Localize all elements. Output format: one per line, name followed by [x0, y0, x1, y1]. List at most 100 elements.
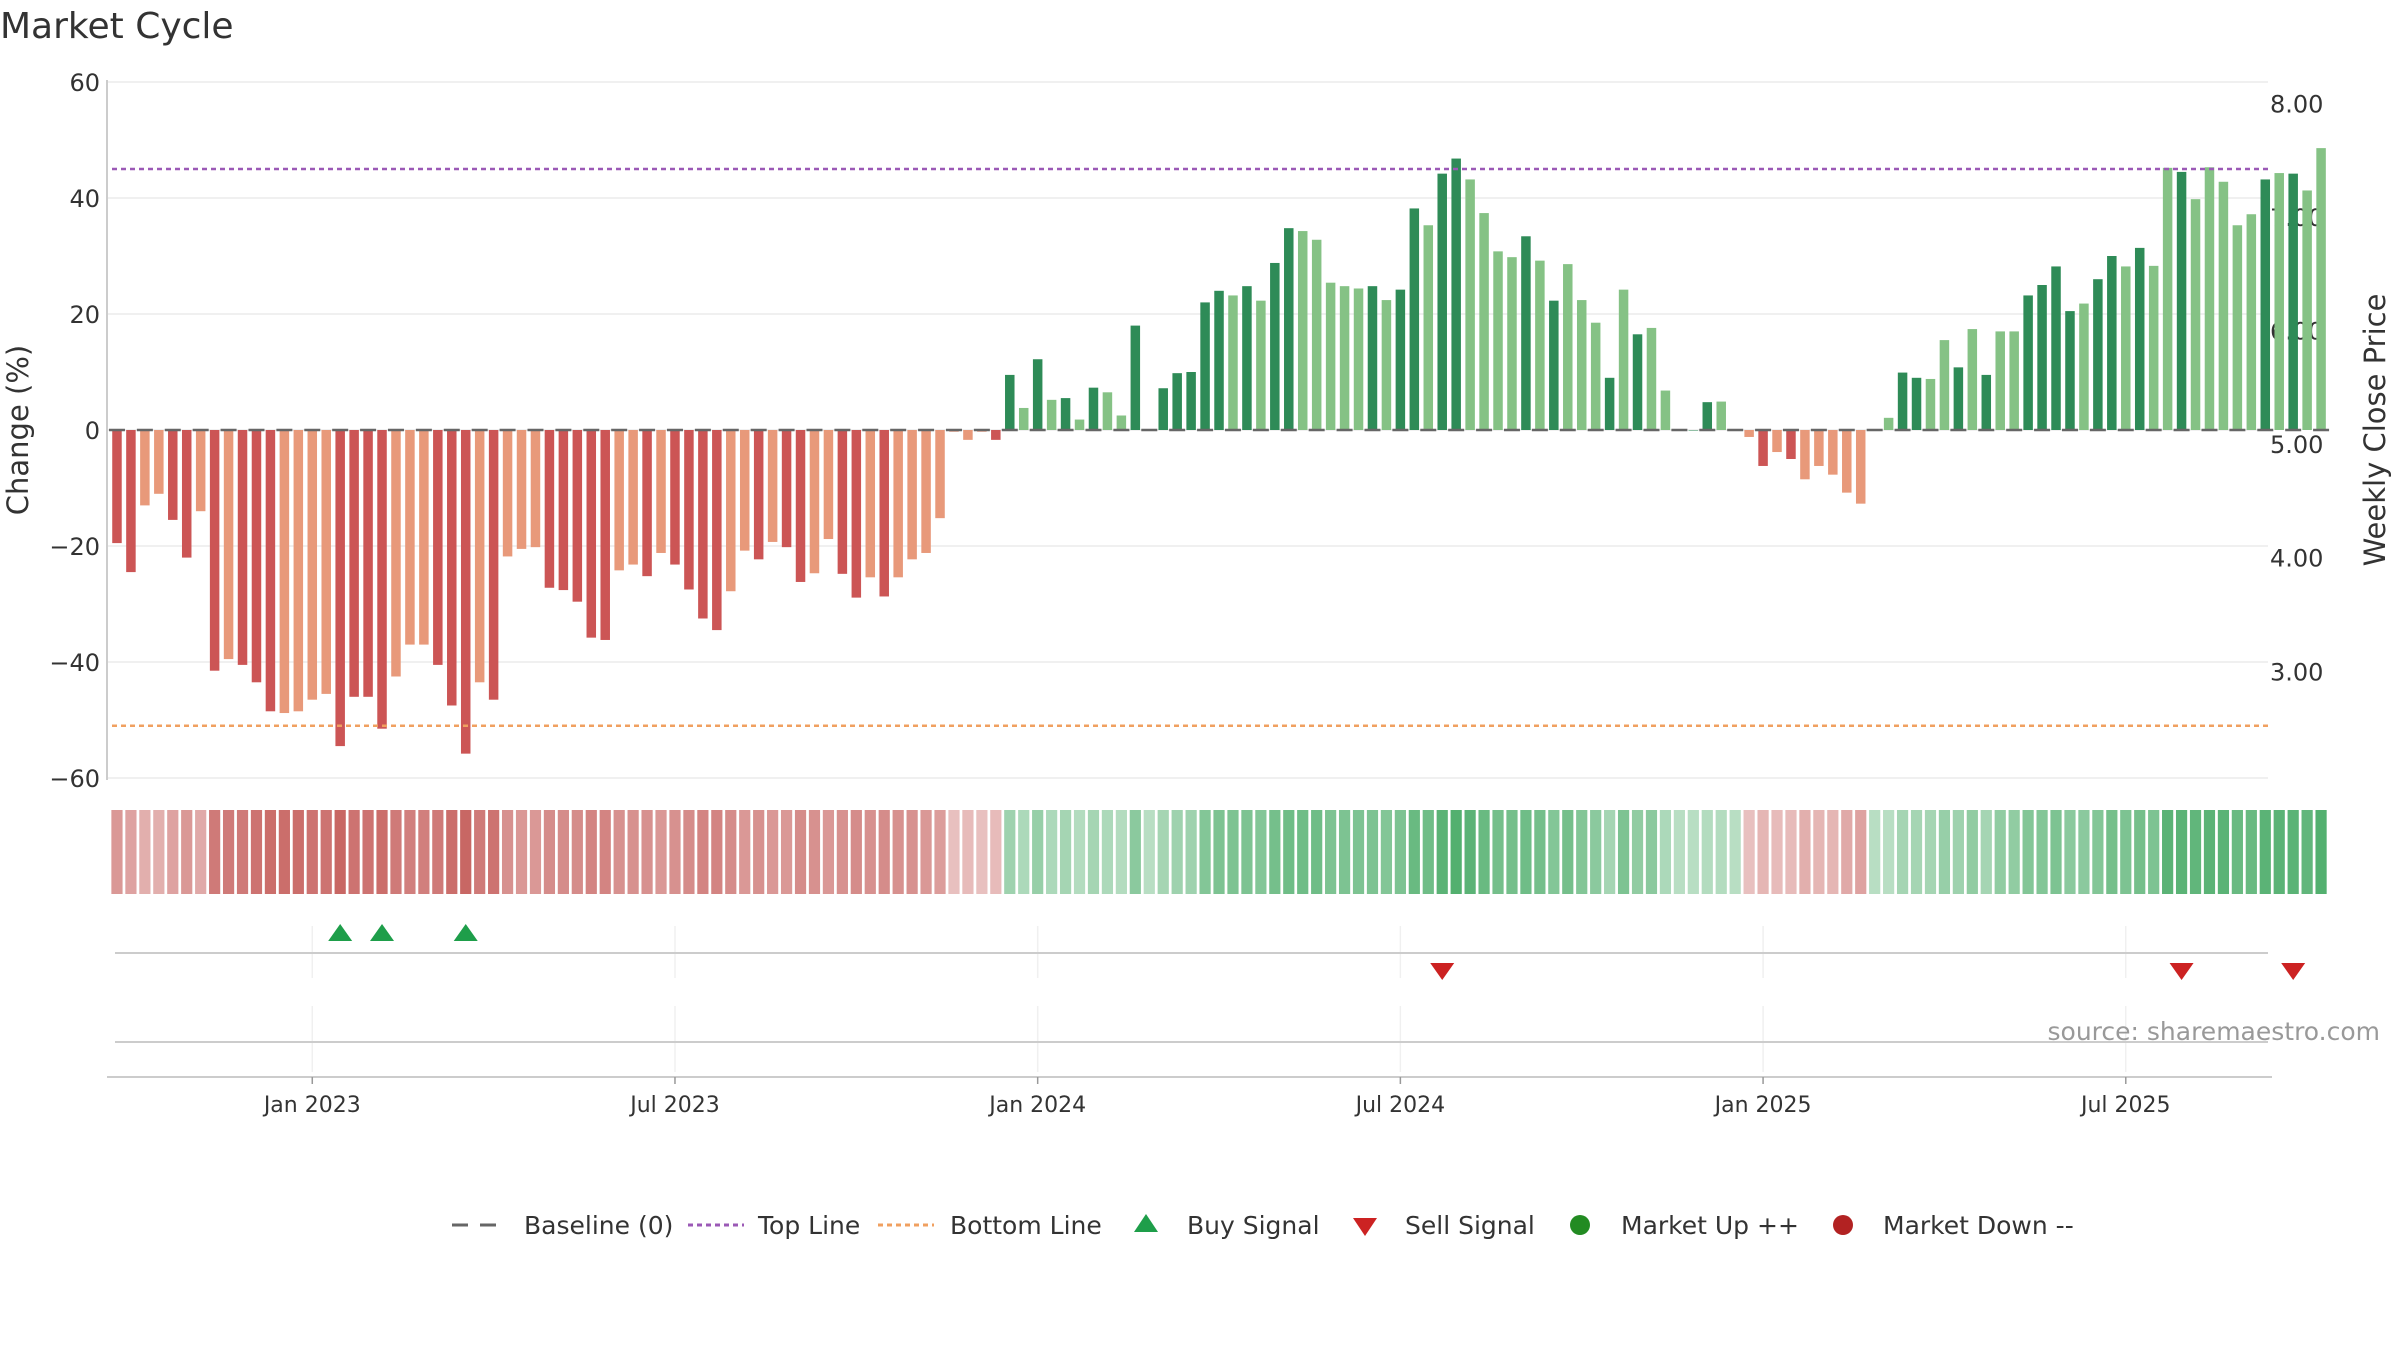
- change-bar: [921, 430, 931, 553]
- date-tick-label: Jan 2025: [1713, 1093, 1812, 1118]
- band-cell: [2315, 810, 2327, 894]
- band-cell: [697, 810, 709, 894]
- band-cell: [1241, 810, 1253, 894]
- band-cell: [292, 810, 304, 894]
- band-cell: [306, 810, 318, 894]
- change-bar: [2302, 190, 2312, 430]
- band-cell: [2022, 810, 2034, 894]
- band-cell: [2162, 810, 2174, 894]
- change-bar: [851, 430, 862, 598]
- legend-baseline-label: Baseline (0): [524, 1211, 673, 1240]
- change-bar: [1981, 374, 1992, 430]
- change-bar: [1200, 302, 1210, 430]
- band-cell: [1687, 810, 1699, 894]
- date-tick-label: Jul 2024: [1354, 1093, 1446, 1118]
- band-cell: [948, 810, 960, 894]
- change-bar: [405, 430, 415, 645]
- change-bar: [516, 430, 527, 549]
- legend-buy-label: Buy Signal: [1187, 1211, 1320, 1240]
- band-cell: [1297, 810, 1309, 894]
- change-bar: [2232, 225, 2243, 430]
- band-cell: [1101, 810, 1114, 894]
- left-tick-label: 20: [69, 301, 100, 329]
- signal-markers: [328, 924, 2306, 980]
- change-bar: [893, 430, 903, 578]
- band-cell: [390, 810, 402, 894]
- band-cell: [1869, 810, 1881, 894]
- band-cell: [1032, 810, 1044, 894]
- change-bar: [1521, 236, 1531, 430]
- change-bar: [447, 430, 457, 706]
- band-cell: [1757, 810, 1769, 894]
- right-axis-title: Weekly Close Price: [2358, 294, 2392, 567]
- change-bar: [1688, 430, 1699, 431]
- date-tick-label: Jul 2025: [2079, 1093, 2171, 1118]
- change-bar: [2190, 199, 2201, 430]
- band-cell: [1366, 810, 1379, 894]
- change-bar: [265, 430, 276, 712]
- change-bar: [1883, 417, 1894, 430]
- band-cell: [1478, 810, 1490, 894]
- change-bar: [656, 430, 666, 553]
- band-cell: [2078, 810, 2090, 894]
- band-cell: [1827, 810, 1839, 894]
- change-bar: [1409, 208, 1420, 430]
- band-cell: [739, 810, 751, 894]
- change-bar: [1465, 179, 1475, 430]
- band-cell: [1408, 810, 1420, 894]
- right-tick-label: 4.00: [2270, 545, 2323, 573]
- change-bar: [2093, 279, 2103, 430]
- change-bar: [2121, 266, 2131, 430]
- band-cell: [1492, 810, 1504, 894]
- band-cell: [962, 810, 974, 894]
- band-cell: [1743, 810, 1755, 894]
- band-cell: [2050, 810, 2062, 894]
- change-bar: [1088, 387, 1099, 430]
- legend: Baseline (0) Top Line Bottom Line Buy Si…: [452, 1211, 2074, 1240]
- band-cell: [585, 810, 597, 894]
- change-bar: [670, 430, 680, 565]
- change-bar: [1842, 430, 1852, 493]
- band-cell: [404, 810, 416, 894]
- band-cell: [2148, 810, 2160, 894]
- change-bar: [1270, 262, 1280, 430]
- band-cell: [1659, 810, 1672, 894]
- legend-market-down-label: Market Down --: [1883, 1211, 2074, 1240]
- date-tick-label: Jan 2023: [262, 1093, 361, 1118]
- change-bar: [530, 430, 541, 548]
- band-cell: [2106, 810, 2118, 894]
- change-bar: [823, 430, 834, 540]
- change-bar: [2218, 181, 2229, 430]
- band-cell: [348, 810, 360, 894]
- change-bar: [321, 430, 331, 694]
- band-cell: [529, 810, 542, 894]
- band-cell: [1994, 810, 2006, 894]
- band-cell: [1129, 810, 1141, 894]
- band-cell: [1352, 810, 1365, 894]
- change-bar: [349, 430, 359, 697]
- change-bar: [251, 430, 262, 683]
- left-y-axis: 60 40 20 0 −20 −40 −60: [49, 69, 100, 793]
- band-cell: [181, 810, 193, 894]
- change-bar: [1995, 331, 2005, 430]
- band-cell: [1785, 810, 1797, 894]
- change-bar: [1284, 228, 1294, 430]
- change-bar: [1116, 415, 1127, 430]
- change-bar: [1925, 378, 1936, 430]
- change-bar: [1563, 264, 1573, 430]
- band-cell: [418, 810, 430, 894]
- band-cell: [1185, 810, 1197, 894]
- change-bar: [991, 430, 1001, 440]
- change-bar: [572, 430, 583, 602]
- band-cell: [334, 810, 346, 894]
- change-bar: [1855, 430, 1866, 504]
- band-cell: [1938, 810, 1951, 894]
- band-cell: [836, 810, 848, 894]
- band-cell: [376, 810, 388, 894]
- legend-sell-label: Sell Signal: [1405, 1211, 1535, 1240]
- buy-signal: [328, 924, 353, 941]
- change-bar: [1381, 300, 1392, 430]
- change-bar: [2134, 247, 2145, 430]
- band-cell: [2120, 810, 2132, 894]
- change-bar: [223, 430, 234, 660]
